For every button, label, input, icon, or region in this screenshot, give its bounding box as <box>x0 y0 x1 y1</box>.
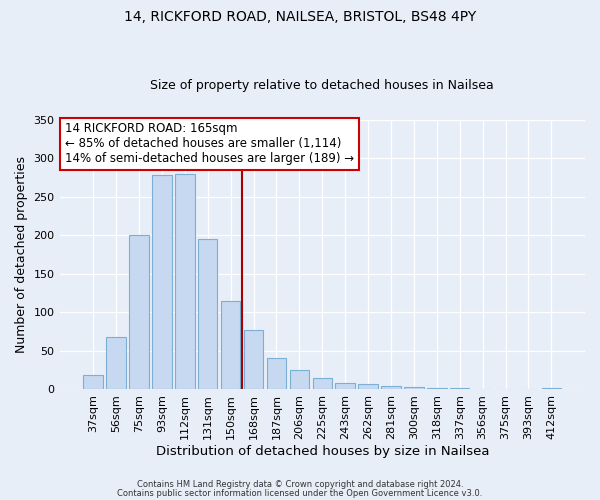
Bar <box>313 378 332 389</box>
Bar <box>542 388 561 389</box>
Bar <box>175 174 194 389</box>
Bar <box>83 375 103 389</box>
Bar <box>244 330 263 389</box>
Bar <box>404 387 424 389</box>
Y-axis label: Number of detached properties: Number of detached properties <box>15 156 28 353</box>
Bar <box>450 388 469 389</box>
Bar <box>221 302 241 389</box>
Bar <box>267 358 286 389</box>
Title: Size of property relative to detached houses in Nailsea: Size of property relative to detached ho… <box>151 79 494 92</box>
Bar <box>152 175 172 389</box>
Bar <box>335 383 355 389</box>
Bar <box>358 384 378 389</box>
Bar <box>129 235 149 389</box>
Text: 14 RICKFORD ROAD: 165sqm
← 85% of detached houses are smaller (1,114)
14% of sem: 14 RICKFORD ROAD: 165sqm ← 85% of detach… <box>65 122 354 166</box>
Text: Contains HM Land Registry data © Crown copyright and database right 2024.: Contains HM Land Registry data © Crown c… <box>137 480 463 489</box>
Bar <box>427 388 446 389</box>
Text: 14, RICKFORD ROAD, NAILSEA, BRISTOL, BS48 4PY: 14, RICKFORD ROAD, NAILSEA, BRISTOL, BS4… <box>124 10 476 24</box>
X-axis label: Distribution of detached houses by size in Nailsea: Distribution of detached houses by size … <box>155 444 489 458</box>
Bar <box>290 370 309 389</box>
Bar <box>106 336 126 389</box>
Bar <box>381 386 401 389</box>
Bar <box>198 239 217 389</box>
Text: Contains public sector information licensed under the Open Government Licence v3: Contains public sector information licen… <box>118 488 482 498</box>
